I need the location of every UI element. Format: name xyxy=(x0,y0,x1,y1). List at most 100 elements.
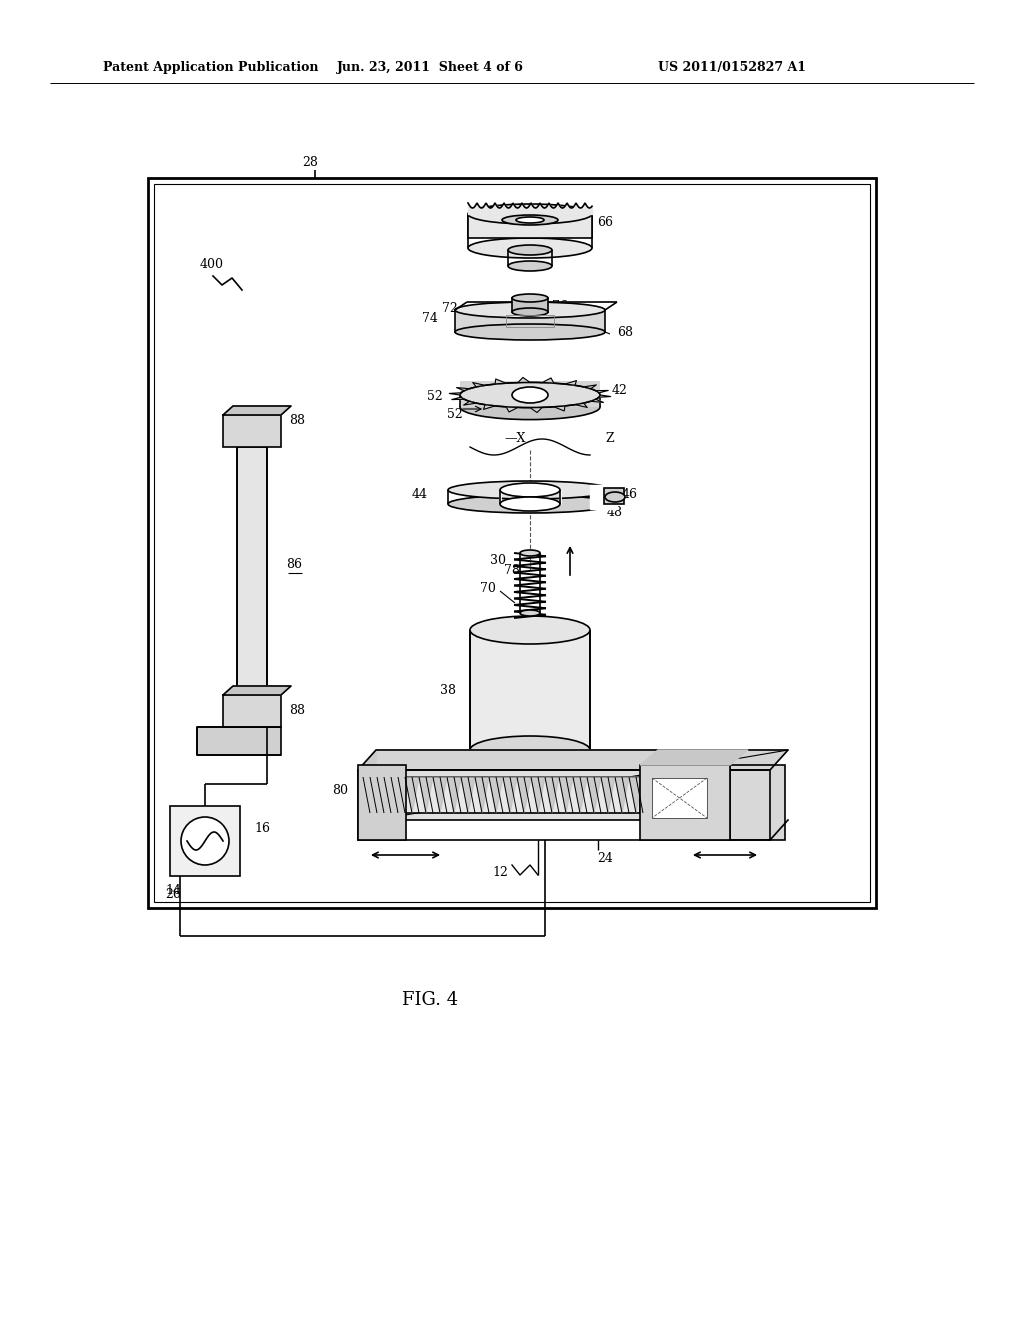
Polygon shape xyxy=(590,484,617,510)
Polygon shape xyxy=(596,391,608,393)
Polygon shape xyxy=(362,777,377,813)
Polygon shape xyxy=(433,777,447,813)
Text: FIG. 4: FIG. 4 xyxy=(402,991,458,1008)
Polygon shape xyxy=(517,777,531,813)
Bar xyxy=(170,807,240,876)
Ellipse shape xyxy=(470,737,590,764)
Polygon shape xyxy=(473,383,485,387)
Text: —X: —X xyxy=(504,433,525,446)
Polygon shape xyxy=(223,686,291,696)
Text: 44: 44 xyxy=(412,488,428,502)
Text: 26: 26 xyxy=(165,888,181,902)
Bar xyxy=(640,766,730,840)
Polygon shape xyxy=(554,407,565,411)
Ellipse shape xyxy=(455,302,605,318)
Polygon shape xyxy=(503,777,517,813)
Text: 72: 72 xyxy=(442,301,458,314)
Bar xyxy=(223,414,281,447)
Polygon shape xyxy=(565,380,577,385)
Polygon shape xyxy=(489,777,503,813)
Ellipse shape xyxy=(449,480,612,499)
Ellipse shape xyxy=(516,216,544,223)
Text: Z: Z xyxy=(605,433,614,446)
Bar xyxy=(237,447,267,696)
Bar xyxy=(154,183,870,902)
Bar xyxy=(358,770,770,820)
Bar xyxy=(470,630,590,750)
Text: 66: 66 xyxy=(597,216,613,230)
Text: 78: 78 xyxy=(504,565,520,578)
Bar xyxy=(468,214,592,238)
Polygon shape xyxy=(506,407,518,412)
Text: 12: 12 xyxy=(493,866,508,879)
Text: 20: 20 xyxy=(632,751,648,764)
Text: 68: 68 xyxy=(617,326,633,338)
Bar xyxy=(455,310,605,333)
Ellipse shape xyxy=(512,387,548,403)
Ellipse shape xyxy=(508,261,552,271)
Bar xyxy=(223,696,281,727)
Polygon shape xyxy=(640,750,748,766)
Ellipse shape xyxy=(520,550,540,556)
Polygon shape xyxy=(452,397,464,400)
Polygon shape xyxy=(599,395,610,397)
Ellipse shape xyxy=(500,498,560,511)
Polygon shape xyxy=(518,378,530,383)
Text: 88: 88 xyxy=(289,413,305,426)
Text: 14: 14 xyxy=(165,884,181,898)
Bar xyxy=(460,381,600,407)
Text: 70: 70 xyxy=(480,582,496,594)
Text: 400: 400 xyxy=(200,259,224,272)
Text: 64: 64 xyxy=(514,231,530,244)
Polygon shape xyxy=(629,777,643,813)
Ellipse shape xyxy=(455,323,605,341)
Polygon shape xyxy=(542,378,554,383)
Text: 48: 48 xyxy=(607,506,623,519)
Ellipse shape xyxy=(502,215,558,224)
Polygon shape xyxy=(575,403,588,408)
Text: Jun. 23, 2011  Sheet 4 of 6: Jun. 23, 2011 Sheet 4 of 6 xyxy=(337,61,523,74)
Polygon shape xyxy=(530,408,542,413)
Ellipse shape xyxy=(460,383,600,408)
Text: US 2011/0152827 A1: US 2011/0152827 A1 xyxy=(658,61,806,74)
Polygon shape xyxy=(377,777,391,813)
Ellipse shape xyxy=(460,395,600,420)
Polygon shape xyxy=(358,750,376,840)
Text: 30: 30 xyxy=(490,554,506,568)
Polygon shape xyxy=(447,777,461,813)
Text: 20: 20 xyxy=(754,779,770,792)
Polygon shape xyxy=(601,777,615,813)
Polygon shape xyxy=(457,388,469,391)
Ellipse shape xyxy=(470,616,590,644)
Text: 28: 28 xyxy=(302,156,317,169)
Text: 52: 52 xyxy=(447,408,463,421)
Text: 86: 86 xyxy=(286,558,302,572)
Ellipse shape xyxy=(449,495,612,513)
Ellipse shape xyxy=(520,610,540,616)
Text: 42: 42 xyxy=(612,384,628,396)
Text: 74: 74 xyxy=(422,312,438,325)
Ellipse shape xyxy=(500,483,560,498)
Circle shape xyxy=(181,817,229,865)
Ellipse shape xyxy=(508,246,552,255)
Polygon shape xyxy=(406,777,419,813)
Polygon shape xyxy=(495,379,506,384)
Bar xyxy=(512,298,548,312)
Polygon shape xyxy=(483,405,495,409)
Polygon shape xyxy=(475,777,489,813)
Polygon shape xyxy=(584,385,596,388)
Polygon shape xyxy=(531,777,545,813)
Bar xyxy=(652,777,707,818)
Text: 24: 24 xyxy=(597,851,613,865)
Polygon shape xyxy=(450,393,461,395)
Polygon shape xyxy=(573,777,587,813)
Text: 46: 46 xyxy=(622,488,638,502)
Text: 16: 16 xyxy=(254,821,270,834)
Ellipse shape xyxy=(468,205,592,224)
Text: 76: 76 xyxy=(552,301,568,314)
Polygon shape xyxy=(223,407,291,414)
Bar xyxy=(197,727,281,755)
Polygon shape xyxy=(545,777,559,813)
Text: 38: 38 xyxy=(440,684,456,697)
Text: 88: 88 xyxy=(289,705,305,718)
